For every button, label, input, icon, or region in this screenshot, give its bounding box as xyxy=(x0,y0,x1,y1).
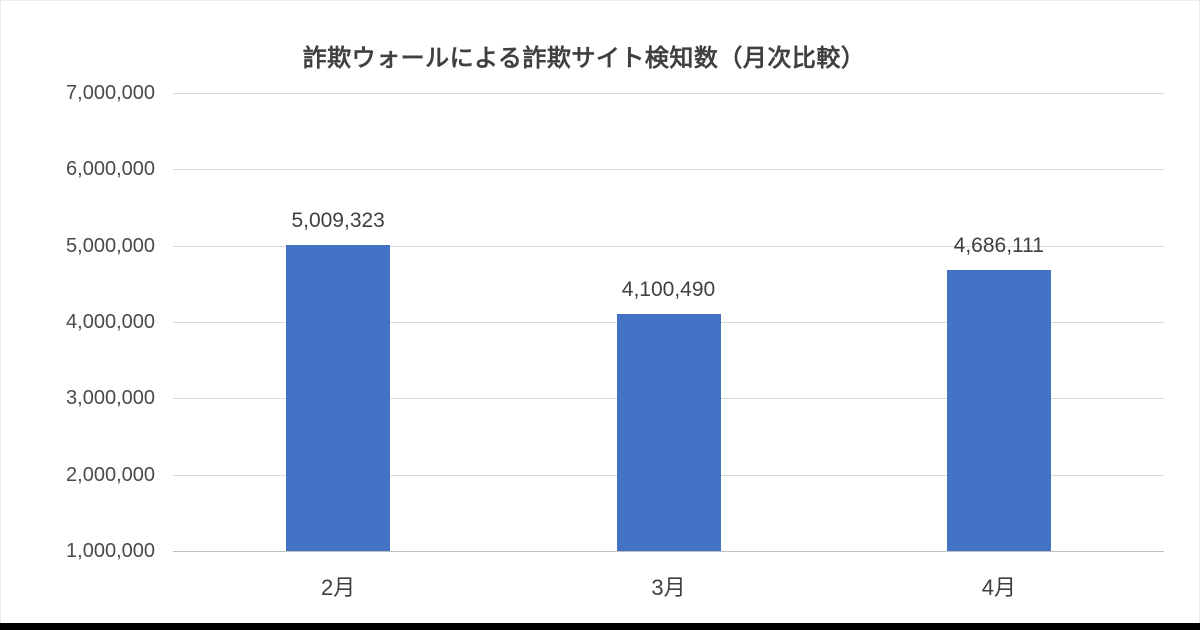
x-axis-category-label: 4月 xyxy=(981,575,1016,600)
chart-bar xyxy=(946,269,1051,551)
gridline xyxy=(173,169,1164,171)
x-axis-category-label: 2月 xyxy=(321,575,356,600)
gridline xyxy=(173,93,1164,94)
chart-bar xyxy=(616,314,721,551)
y-axis-tick-label: 4,000,000 xyxy=(66,311,155,333)
y-axis-tick-label: 1,000,000 xyxy=(66,540,155,562)
x-axis-line xyxy=(173,551,1164,552)
y-axis-tick-label: 7,000,000 xyxy=(66,82,155,104)
y-axis-tick-label: 3,000,000 xyxy=(66,387,155,410)
bar-value-label: 5,009,323 xyxy=(291,208,385,232)
y-axis-tick-label: 2,000,000 xyxy=(66,463,155,486)
x-axis-category-label: 3月 xyxy=(651,575,686,600)
y-axis-tick-label: 6,000,000 xyxy=(66,158,155,181)
footer-bar xyxy=(0,623,1200,630)
bar-value-label: 4,686,111 xyxy=(953,233,1044,257)
chart-bar xyxy=(286,244,391,551)
y-axis-tick-label: 5,000,000 xyxy=(66,234,155,257)
bar-value-label: 4,100,490 xyxy=(621,278,716,302)
gridline xyxy=(173,245,1164,247)
chart-title: 詐欺ウォールによる詐欺サイト検知数（月次比較） xyxy=(302,45,866,72)
